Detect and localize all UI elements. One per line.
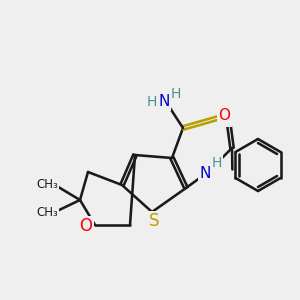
Text: CH₃: CH₃ (36, 206, 58, 220)
Text: S: S (220, 108, 230, 126)
Text: N: N (158, 94, 170, 110)
Text: N: N (199, 166, 211, 181)
Text: O: O (80, 217, 92, 235)
Text: H: H (212, 156, 222, 170)
Text: S: S (149, 212, 159, 230)
Text: CH₃: CH₃ (36, 178, 58, 190)
Text: H: H (147, 95, 157, 109)
Text: O: O (218, 107, 230, 122)
Text: H: H (171, 87, 181, 101)
